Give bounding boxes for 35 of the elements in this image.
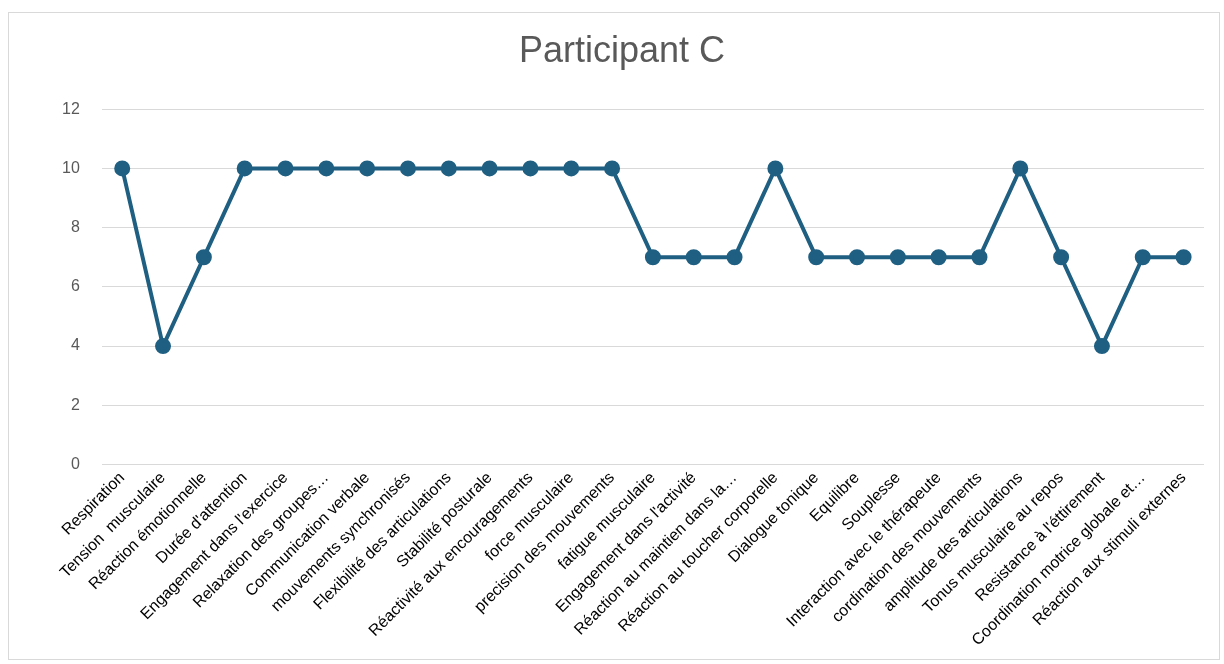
point xyxy=(195,249,212,266)
point xyxy=(1134,249,1151,266)
chart-title: Participant C xyxy=(518,28,726,70)
point xyxy=(563,160,580,177)
point xyxy=(1012,160,1029,177)
point xyxy=(399,160,416,177)
y-tick-label: 12 xyxy=(62,99,80,117)
y-tick-label: 4 xyxy=(70,336,80,354)
y-tick-label: 10 xyxy=(62,158,80,176)
point xyxy=(644,249,661,266)
point xyxy=(522,160,539,177)
y-tick-label: 8 xyxy=(70,218,80,236)
point xyxy=(114,160,131,177)
point xyxy=(604,160,621,177)
y-tick-label: 6 xyxy=(70,277,80,295)
y-tick-label: 2 xyxy=(70,395,80,413)
point xyxy=(767,160,784,177)
point xyxy=(930,249,947,266)
point xyxy=(849,249,866,266)
point xyxy=(1053,249,1070,266)
point xyxy=(971,249,988,266)
point xyxy=(1093,338,1110,355)
point xyxy=(318,160,335,177)
point xyxy=(481,160,498,177)
point xyxy=(236,160,253,177)
point xyxy=(359,160,376,177)
point xyxy=(808,249,825,266)
point xyxy=(277,160,294,177)
point xyxy=(726,249,743,266)
point xyxy=(1175,249,1192,266)
point xyxy=(440,160,457,177)
point xyxy=(685,249,702,266)
point xyxy=(889,249,906,266)
y-tick-label: 0 xyxy=(70,454,80,472)
point xyxy=(155,338,172,355)
